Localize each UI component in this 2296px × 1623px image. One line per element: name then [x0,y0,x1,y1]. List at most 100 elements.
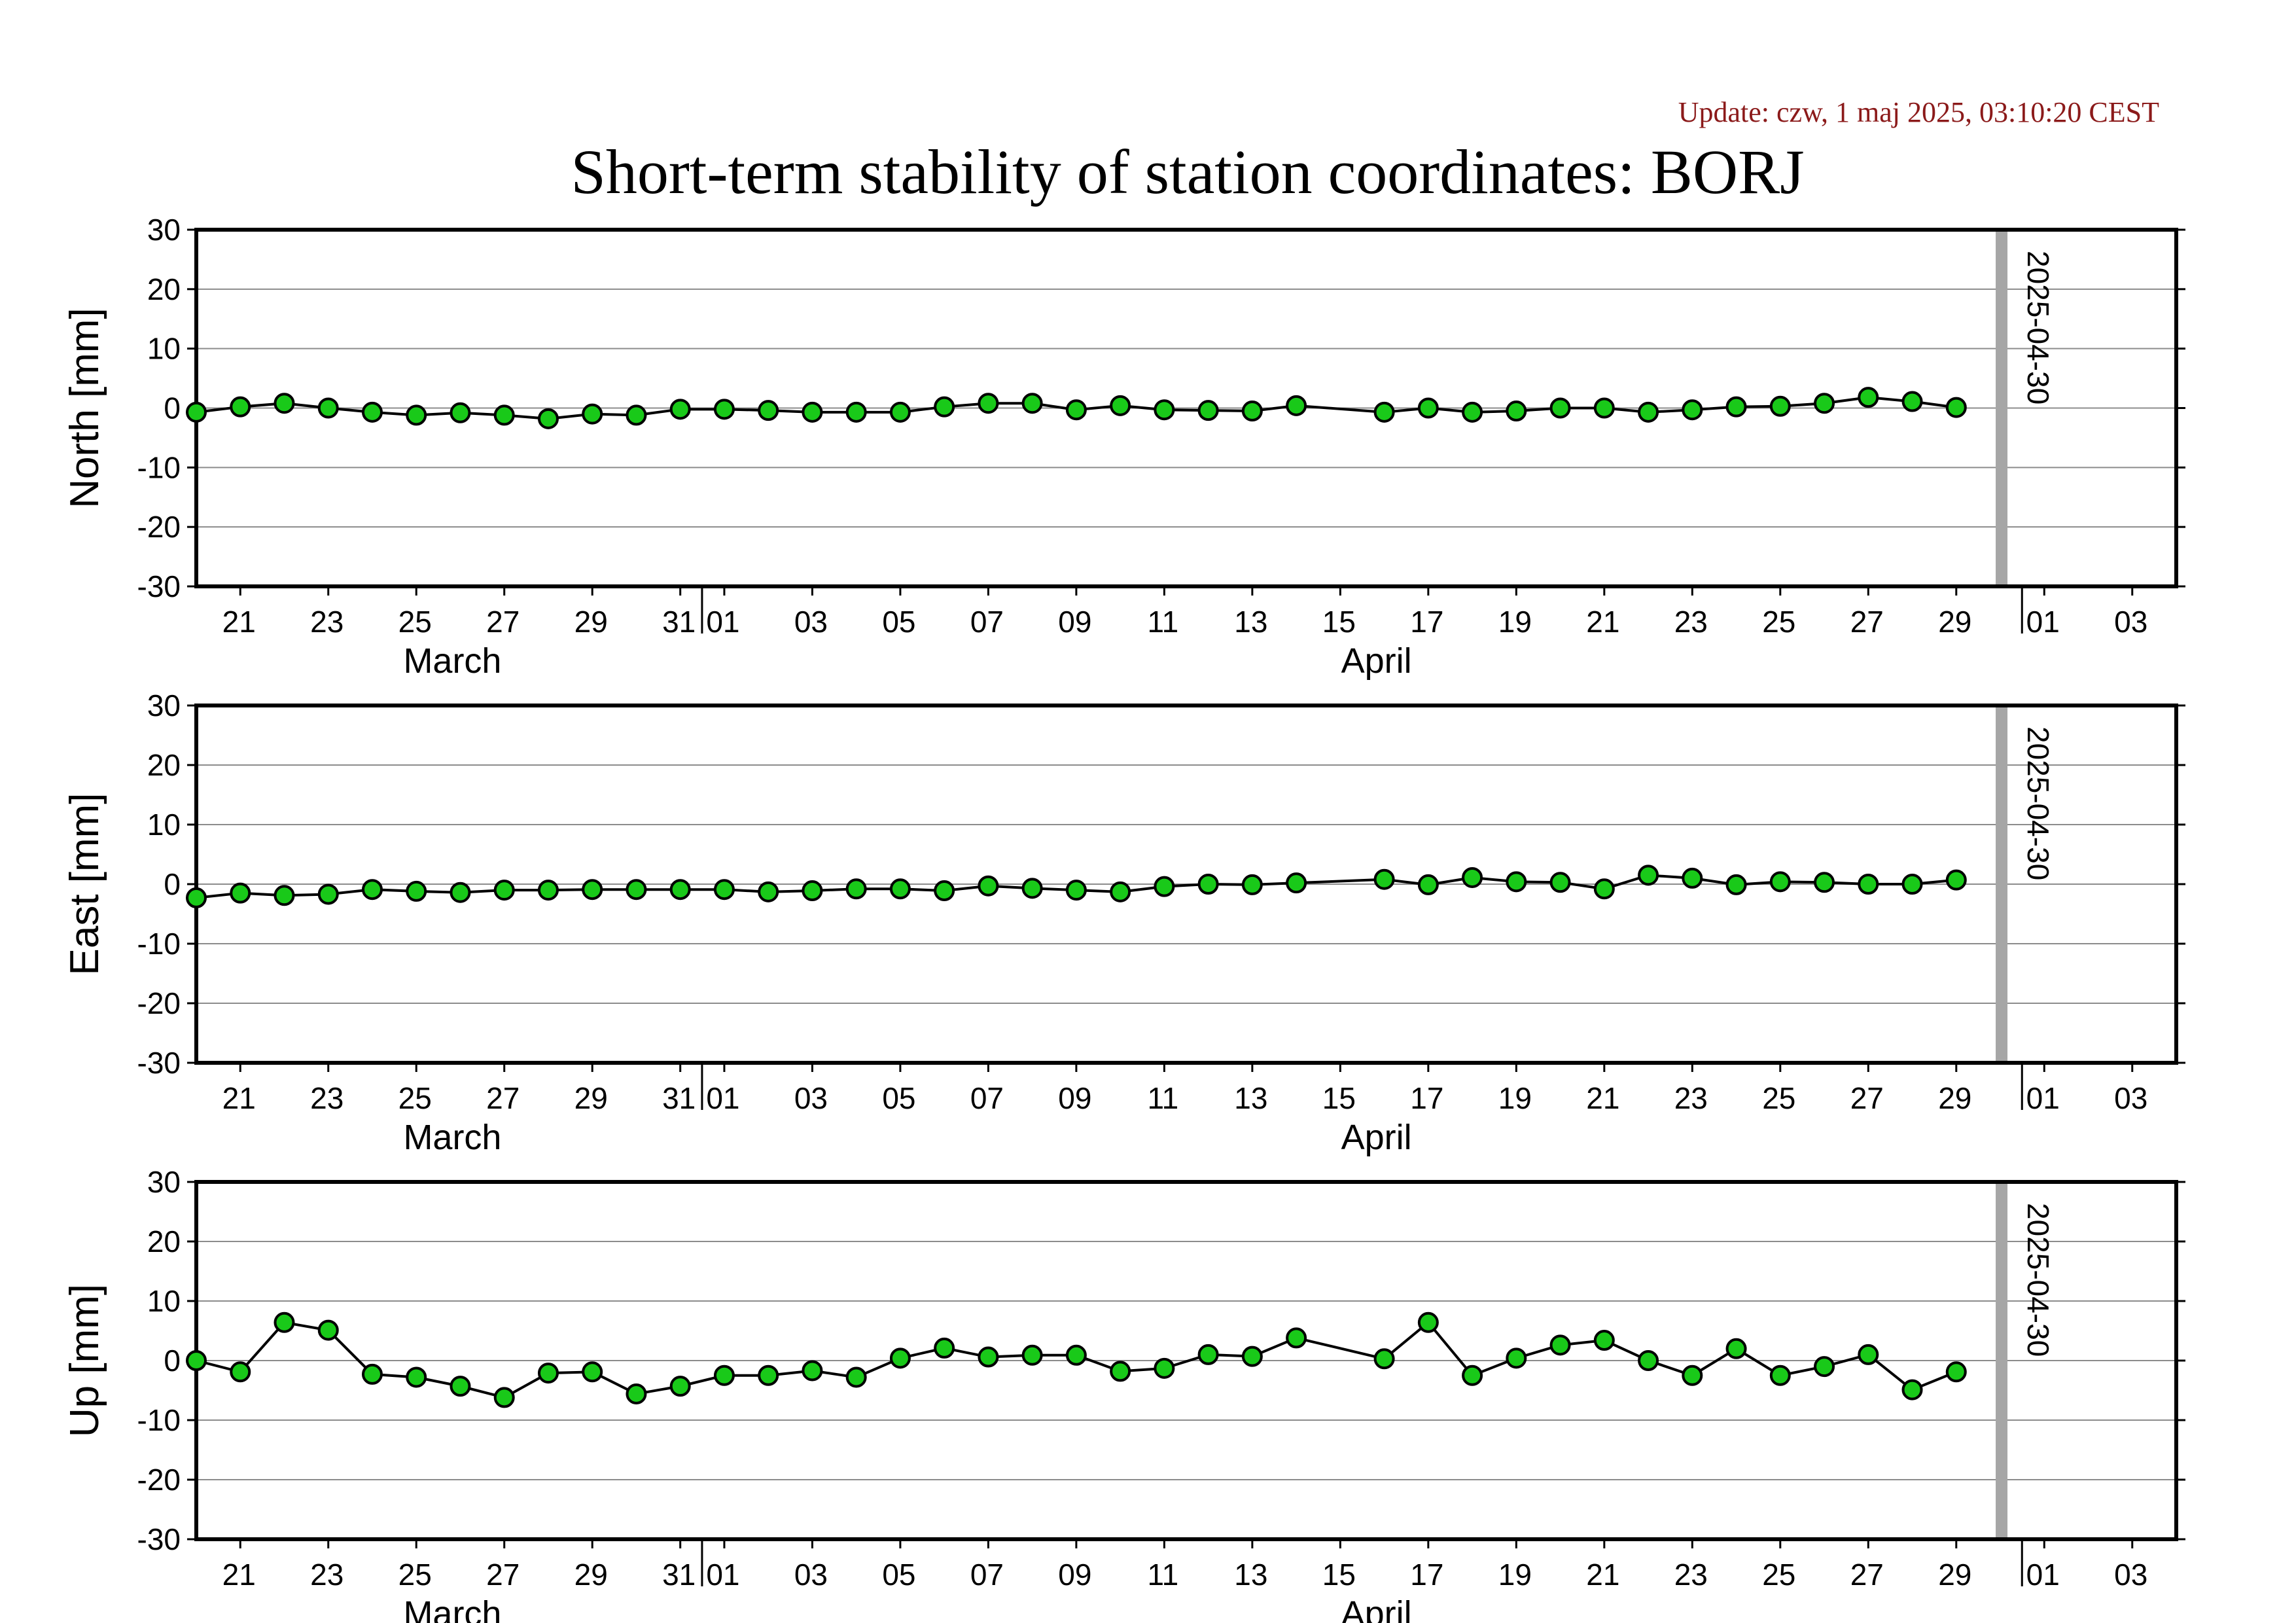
x-tick-label: 17 [1410,1081,1443,1115]
x-tick-label: 19 [1498,1081,1532,1115]
vline-label: 2025-04-30 [2021,726,2055,880]
y-axis-label: North [mm] [62,308,107,508]
data-point [1858,1344,1879,1365]
x-tick-label: 01 [2026,1558,2060,1592]
x-tick-label: 01 [706,1558,739,1592]
data-point [626,879,647,901]
x-tick-label: 09 [1058,605,1091,639]
data-point [582,879,603,901]
y-tick-label: 0 [164,867,181,901]
y-tick-label: 0 [164,391,181,425]
y-tick-label: 30 [147,213,181,247]
data-point [978,393,999,414]
month-label: March [403,1118,501,1157]
x-tick-label: 13 [1234,1081,1267,1115]
x-tick-label: 25 [1762,1558,1795,1592]
data-point [230,882,251,904]
x-tick-label: 03 [794,605,828,639]
data-point [1682,867,1703,889]
x-tick-label: 23 [1674,1558,1708,1592]
data-point [450,402,471,423]
x-tick-label: 27 [486,605,520,639]
data-point [582,403,603,425]
month-label: March [403,641,501,681]
data-point [582,1361,603,1383]
data-point [1462,866,1483,888]
data-point [1814,1356,1835,1378]
panel-1: 30 20 10 0 -10 -20 -30 2025-04-30 21 23 25 27 29 31 01… [62,688,2185,1157]
data-point [713,399,735,420]
data-point [978,1346,999,1368]
data-point [1549,872,1571,893]
y-tick-label: -10 [137,927,181,961]
x-tick-label: 13 [1234,1558,1267,1592]
data-point [713,879,735,901]
x-tick-label: 21 [222,605,256,639]
y-tick-label: -10 [137,1403,181,1437]
x-tick-label: 05 [882,1558,915,1592]
data-point [1638,1350,1659,1371]
data-point [1197,400,1219,421]
data-point [1814,393,1835,414]
data-point [1065,399,1087,421]
y-tick-label: -30 [137,1046,181,1080]
data-point [802,401,823,423]
month-label: April [1341,641,1412,681]
x-tick-label: 01 [2026,1081,2060,1115]
data-point [537,1363,559,1384]
data-point [845,401,867,423]
data-point [1373,401,1395,423]
x-tick-label: 21 [1586,605,1619,639]
data-point [1462,1364,1483,1386]
data-point [1506,401,1527,422]
data-point [758,881,779,902]
chart-title: Short-term stability of station coordina… [571,137,1804,207]
x-tick-label: 11 [1147,1081,1178,1115]
data-point [1945,869,1967,891]
data-point [1593,1330,1615,1351]
data-point [1154,1357,1175,1379]
data-point [1065,880,1087,901]
data-point [1197,874,1219,895]
data-point [1725,874,1747,895]
x-tick-label: 07 [970,605,1004,639]
y-tick-label: 30 [147,688,181,722]
x-tick-label: 01 [706,1081,739,1115]
x-tick-label: 15 [1322,605,1356,639]
data-point [1417,1311,1439,1333]
panel-0: 30 20 10 0 -10 -20 -30 2025-04-30 21 23 25 27 29 31 01… [62,213,2185,681]
data-point [1286,872,1307,894]
data-point [1682,399,1703,421]
data-point [186,401,207,423]
x-tick-label: 25 [398,1558,432,1592]
data-point [1945,397,1967,418]
data-point [889,1347,911,1369]
data-point [1682,1364,1703,1386]
data-point [1769,871,1791,893]
y-tick-label: -20 [137,1463,181,1497]
x-tick-label: 25 [398,605,432,639]
data-point [493,880,515,901]
data-point [669,879,691,901]
data-point [1638,401,1659,423]
data-point [274,885,295,906]
data-point [845,1366,867,1388]
x-tick-label: 27 [1850,1081,1884,1115]
x-tick-label: 03 [794,1558,828,1592]
data-point [1593,878,1615,900]
data-point [186,887,207,908]
x-tick-label: 25 [1762,605,1795,639]
data-point [537,880,559,901]
x-tick-label: 23 [1674,1081,1708,1115]
x-tick-label: 07 [970,1558,1004,1592]
series-line [196,1320,1957,1399]
data-point [1110,881,1131,902]
data-point [1593,397,1615,419]
data-point [317,883,339,905]
data-point [406,1366,427,1388]
data-point [1241,1346,1263,1367]
x-tick-label: 21 [1586,1081,1619,1115]
x-tick-label: 03 [2114,605,2147,639]
data-point [1506,871,1527,893]
y-tick-label: 0 [164,1344,181,1378]
